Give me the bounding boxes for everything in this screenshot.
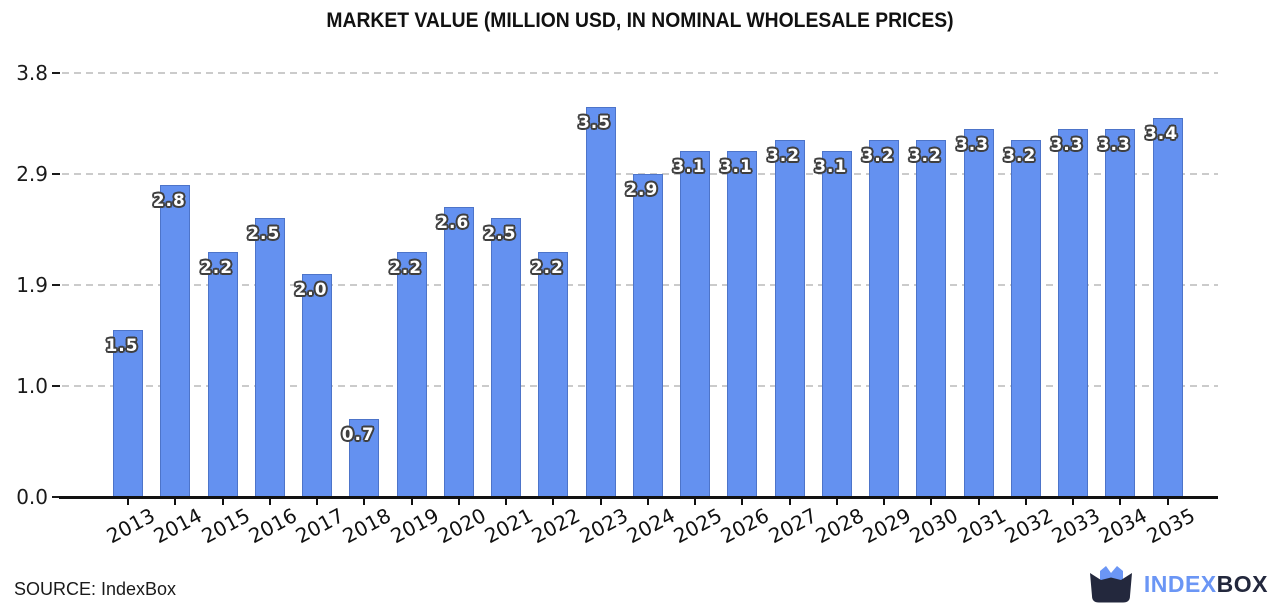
x-tick bbox=[599, 498, 602, 505]
logo-text-index: INDEX bbox=[1143, 571, 1217, 597]
bar-value-label: 2.2 bbox=[388, 257, 423, 278]
x-tick bbox=[694, 498, 696, 505]
x-tick bbox=[1119, 498, 1122, 505]
bar-value-label: 1.5 bbox=[105, 335, 139, 356]
bar-value-label: 2.2 bbox=[199, 257, 234, 278]
bar-value-label: 2.6 bbox=[436, 213, 470, 234]
x-tick bbox=[316, 498, 318, 505]
bar-value-label: 2.5 bbox=[247, 224, 281, 245]
bar-value-label: 3.5 bbox=[577, 112, 612, 133]
bar bbox=[160, 184, 191, 497]
bar bbox=[349, 418, 380, 497]
x-tick bbox=[741, 498, 744, 505]
bar-value-label: 2.2 bbox=[530, 257, 564, 278]
y-tick-label: 1.9 bbox=[16, 273, 48, 298]
x-tick bbox=[835, 498, 838, 505]
source-label: SOURCE: IndexBox bbox=[14, 579, 177, 599]
bar-value-label: 3.1 bbox=[672, 157, 706, 178]
bar bbox=[491, 218, 521, 497]
y-tick bbox=[52, 496, 60, 498]
bar-value-label: 3.2 bbox=[1003, 146, 1037, 167]
bar bbox=[1105, 129, 1136, 497]
x-tick bbox=[788, 498, 791, 505]
bar bbox=[774, 140, 805, 497]
y-tick bbox=[52, 72, 60, 75]
bar-value-label: 0.7 bbox=[341, 424, 375, 445]
bar bbox=[443, 207, 474, 497]
bar bbox=[585, 106, 616, 497]
bar-value-label: 3.2 bbox=[908, 146, 942, 167]
x-tick bbox=[977, 498, 980, 505]
bar bbox=[302, 274, 332, 497]
bar bbox=[821, 151, 852, 497]
chart-title: MARKET VALUE (MILLION USD, IN NOMINAL WH… bbox=[326, 9, 954, 32]
x-tick bbox=[883, 498, 885, 505]
bar-value-label: 3.1 bbox=[814, 157, 848, 178]
x-axis-line bbox=[59, 496, 1218, 499]
y-tick-label: 1.0 bbox=[16, 373, 48, 398]
x-tick bbox=[410, 498, 413, 505]
x-tick bbox=[363, 498, 366, 505]
bar bbox=[916, 140, 947, 497]
x-tick bbox=[221, 498, 224, 505]
bar bbox=[254, 218, 285, 497]
bar bbox=[680, 151, 710, 497]
bar bbox=[727, 151, 758, 497]
bar-value-label: 3.2 bbox=[861, 146, 895, 167]
x-tick bbox=[268, 498, 271, 505]
x-tick bbox=[1072, 498, 1074, 505]
indexbox-logo-icon bbox=[1089, 566, 1132, 603]
x-tick bbox=[174, 498, 177, 505]
bar bbox=[396, 251, 427, 497]
bar bbox=[869, 140, 899, 497]
y-tick-label: 2.9 bbox=[16, 161, 48, 186]
y-tick-label: 0.0 bbox=[16, 485, 48, 509]
indexbox-logo: INDEXBOX bbox=[1087, 563, 1268, 605]
bar-value-label: 2.8 bbox=[152, 190, 186, 211]
bar-value-label: 2.9 bbox=[625, 179, 659, 200]
y-tick bbox=[52, 172, 60, 175]
bar-value-label: 3.4 bbox=[1144, 123, 1179, 144]
x-tick bbox=[930, 498, 933, 505]
indexbox-logo-text: INDEXBOX bbox=[1144, 563, 1268, 605]
x-tick bbox=[457, 498, 460, 505]
bar-value-label: 3.3 bbox=[1097, 135, 1131, 156]
bar bbox=[963, 129, 994, 497]
bar bbox=[1058, 129, 1088, 497]
bar-value-label: 3.1 bbox=[719, 157, 753, 178]
x-tick bbox=[127, 498, 129, 505]
bar bbox=[632, 173, 663, 497]
bar bbox=[207, 251, 238, 497]
y-tick bbox=[52, 284, 60, 287]
bar bbox=[538, 251, 569, 497]
y-tick-label: 3.8 bbox=[16, 61, 48, 86]
logo-text-box: BOX bbox=[1216, 571, 1268, 597]
x-tick bbox=[646, 498, 649, 505]
x-tick bbox=[552, 498, 555, 505]
bar-value-label: 3.2 bbox=[766, 146, 801, 167]
bar-value-label: 2.0 bbox=[294, 280, 328, 300]
bar bbox=[1152, 117, 1183, 497]
gridline bbox=[62, 72, 1218, 75]
bar bbox=[113, 329, 143, 497]
bar-value-label: 3.3 bbox=[955, 135, 990, 156]
x-tick bbox=[505, 498, 507, 505]
x-tick bbox=[1166, 498, 1169, 505]
x-tick bbox=[1024, 498, 1027, 505]
y-tick bbox=[52, 384, 60, 387]
bar bbox=[1010, 140, 1041, 497]
bar-value-label: 2.5 bbox=[483, 224, 517, 245]
bar-value-label: 3.3 bbox=[1050, 135, 1084, 156]
